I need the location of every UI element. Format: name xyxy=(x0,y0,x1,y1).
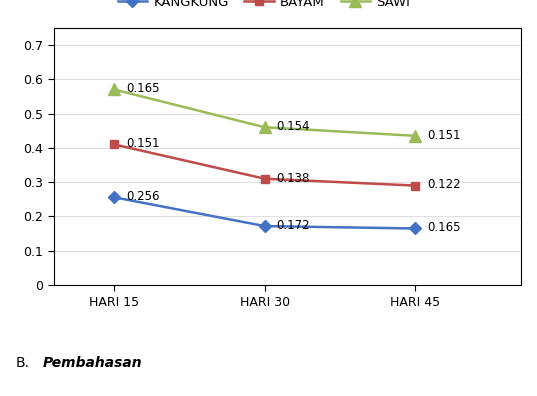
Text: B.: B. xyxy=(16,356,30,370)
Text: 0.151: 0.151 xyxy=(126,137,159,150)
Text: 0.165: 0.165 xyxy=(126,82,159,95)
Text: 0.172: 0.172 xyxy=(277,219,310,232)
Text: 0.154: 0.154 xyxy=(277,120,310,133)
Text: 0.256: 0.256 xyxy=(126,190,159,203)
Text: 0.165: 0.165 xyxy=(427,221,461,234)
Text: 0.151: 0.151 xyxy=(427,129,461,142)
Text: 0.122: 0.122 xyxy=(427,179,461,191)
Text: Pembahasan: Pembahasan xyxy=(43,356,143,370)
Text: 0.138: 0.138 xyxy=(277,171,310,185)
Legend: KANGKUNG, BAYAM, SAWI: KANGKUNG, BAYAM, SAWI xyxy=(112,0,416,14)
